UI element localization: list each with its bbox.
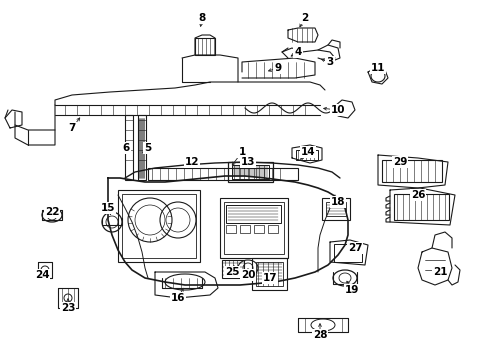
Text: 20: 20 — [240, 270, 255, 280]
Bar — [122, 194, 196, 258]
Bar — [225, 225, 236, 233]
Text: 22: 22 — [45, 207, 59, 217]
Text: 3: 3 — [325, 57, 333, 67]
Text: 4: 4 — [294, 47, 301, 57]
Bar — [225, 205, 281, 223]
Bar — [393, 194, 448, 220]
Bar — [118, 190, 200, 262]
Text: 10: 10 — [330, 105, 345, 115]
Text: 11: 11 — [370, 63, 385, 73]
Bar — [321, 198, 349, 220]
Text: 23: 23 — [61, 303, 75, 313]
Text: 27: 27 — [347, 243, 362, 253]
Text: 24: 24 — [35, 270, 49, 280]
Text: 16: 16 — [170, 293, 185, 303]
Text: 29: 29 — [392, 157, 407, 167]
Text: 15: 15 — [101, 203, 115, 213]
Text: 9: 9 — [274, 63, 281, 73]
Bar — [295, 150, 317, 160]
Bar — [256, 262, 283, 286]
Text: 13: 13 — [240, 157, 255, 167]
Text: 1: 1 — [238, 147, 245, 157]
Text: 2: 2 — [301, 13, 308, 23]
Bar — [253, 225, 264, 233]
Bar — [195, 38, 215, 55]
Bar — [125, 115, 133, 180]
Bar — [222, 260, 244, 278]
Bar — [220, 198, 287, 258]
Text: 19: 19 — [344, 285, 359, 295]
Text: 25: 25 — [224, 267, 239, 277]
Bar — [325, 202, 346, 216]
Bar — [240, 225, 249, 233]
Text: 28: 28 — [312, 330, 326, 340]
Bar — [231, 165, 268, 179]
Text: 8: 8 — [198, 13, 205, 23]
Bar — [227, 162, 272, 182]
Bar — [224, 202, 284, 254]
Text: 18: 18 — [330, 197, 345, 207]
Bar — [251, 258, 286, 290]
Text: 17: 17 — [262, 273, 277, 283]
Text: 12: 12 — [184, 157, 199, 167]
Text: 7: 7 — [68, 123, 76, 133]
Text: 21: 21 — [432, 267, 447, 277]
Text: 26: 26 — [410, 190, 425, 200]
Text: 14: 14 — [300, 147, 315, 157]
Text: 6: 6 — [122, 143, 129, 153]
Bar — [381, 160, 441, 182]
Text: 5: 5 — [144, 143, 151, 153]
Bar — [333, 244, 361, 262]
Bar — [267, 225, 278, 233]
Bar — [138, 115, 146, 180]
Bar — [148, 168, 297, 180]
